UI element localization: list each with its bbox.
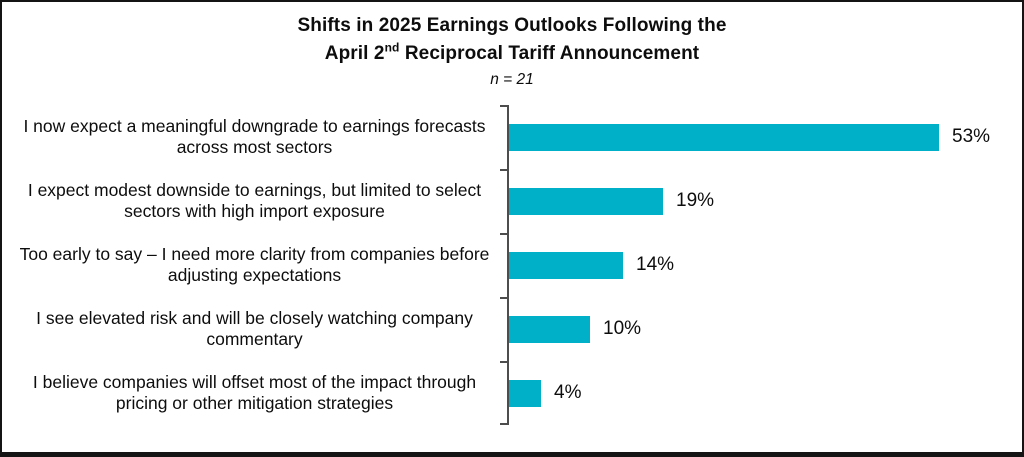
chart-title-block: Shifts in 2025 Earnings Outlooks Followi… (2, 12, 1022, 90)
bar-area: 53% (509, 105, 990, 169)
title-line2-post: Reciprocal Tariff Announcement (399, 43, 700, 64)
bar-area: 4% (509, 361, 581, 425)
axis-tick (500, 105, 507, 107)
bar-area: 10% (509, 297, 641, 361)
bar (509, 187, 663, 215)
value-label: 10% (603, 318, 642, 339)
bar (509, 123, 939, 151)
value-label: 19% (676, 190, 715, 211)
chart-title-line-1: Shifts in 2025 Earnings Outlooks Followi… (297, 15, 727, 36)
bar (509, 315, 590, 343)
category-label: Too early to say – I need more clarity f… (19, 244, 490, 285)
category-axis-line (500, 105, 509, 425)
category-label: I now expect a meaningful downgrade to e… (23, 116, 486, 157)
bar (509, 251, 623, 279)
axis-tick (500, 361, 507, 363)
value-label: 4% (554, 382, 582, 403)
value-label: 14% (636, 254, 675, 275)
chart-rows: I now expect a meaningful downgrade to e… (2, 105, 1016, 425)
sample-size-note: n = 21 (490, 71, 534, 88)
axis-tick (500, 297, 507, 299)
axis-tick (500, 423, 507, 425)
bar-area: 19% (509, 169, 714, 233)
category-label: I believe companies will offset most of … (32, 372, 477, 413)
value-label: 53% (952, 126, 991, 147)
bar-area: 14% (509, 233, 674, 297)
bar-chart: I now expect a meaningful downgrade to e… (2, 105, 1016, 425)
axis-tick (500, 169, 507, 171)
chart-row: I see elevated risk and will be closely … (2, 297, 1016, 361)
chart-row: I expect modest downside to earnings, bu… (2, 169, 1016, 233)
chart-row: Too early to say – I need more clarity f… (2, 233, 1016, 297)
category-label: I see elevated risk and will be closely … (36, 308, 473, 349)
bar (509, 379, 541, 407)
chart-row: I believe companies will offset most of … (2, 361, 1016, 425)
title-ordinal-superscript: nd (384, 40, 400, 55)
chart-title-line-2: April 2nd Reciprocal Tariff Announcement (2, 40, 1022, 68)
category-label: I expect modest downside to earnings, bu… (27, 180, 482, 221)
chart-row: I now expect a meaningful downgrade to e… (2, 105, 1016, 169)
axis-tick (500, 233, 507, 235)
title-line2-pre: April 2 (324, 43, 385, 64)
